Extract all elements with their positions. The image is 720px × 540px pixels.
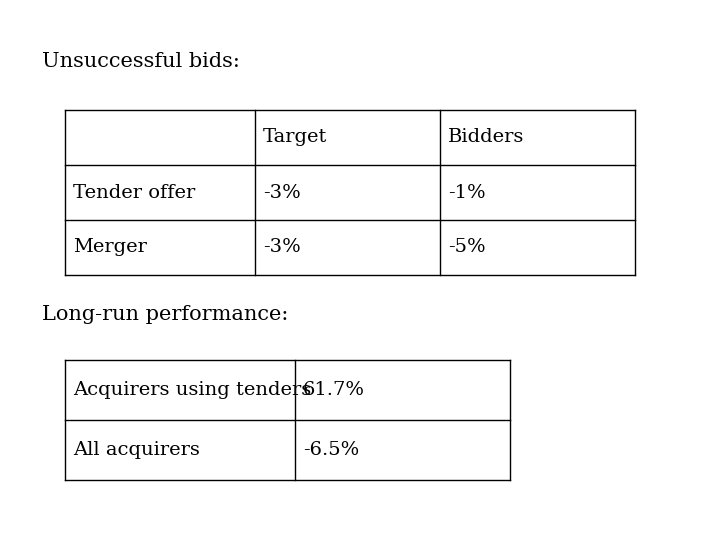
Text: Tender offer: Tender offer — [73, 184, 195, 201]
Text: Merger: Merger — [73, 239, 147, 256]
Text: 61.7%: 61.7% — [303, 381, 365, 399]
Text: -1%: -1% — [448, 184, 485, 201]
Text: -5%: -5% — [448, 239, 485, 256]
Text: Bidders: Bidders — [448, 129, 524, 146]
Text: Long-run performance:: Long-run performance: — [42, 305, 289, 324]
Text: -3%: -3% — [263, 184, 301, 201]
Text: -3%: -3% — [263, 239, 301, 256]
Text: Acquirers using tenders: Acquirers using tenders — [73, 381, 311, 399]
Text: Target: Target — [263, 129, 328, 146]
Text: All acquirers: All acquirers — [73, 441, 200, 459]
Text: -6.5%: -6.5% — [303, 441, 359, 459]
Text: Unsuccessful bids:: Unsuccessful bids: — [42, 52, 240, 71]
